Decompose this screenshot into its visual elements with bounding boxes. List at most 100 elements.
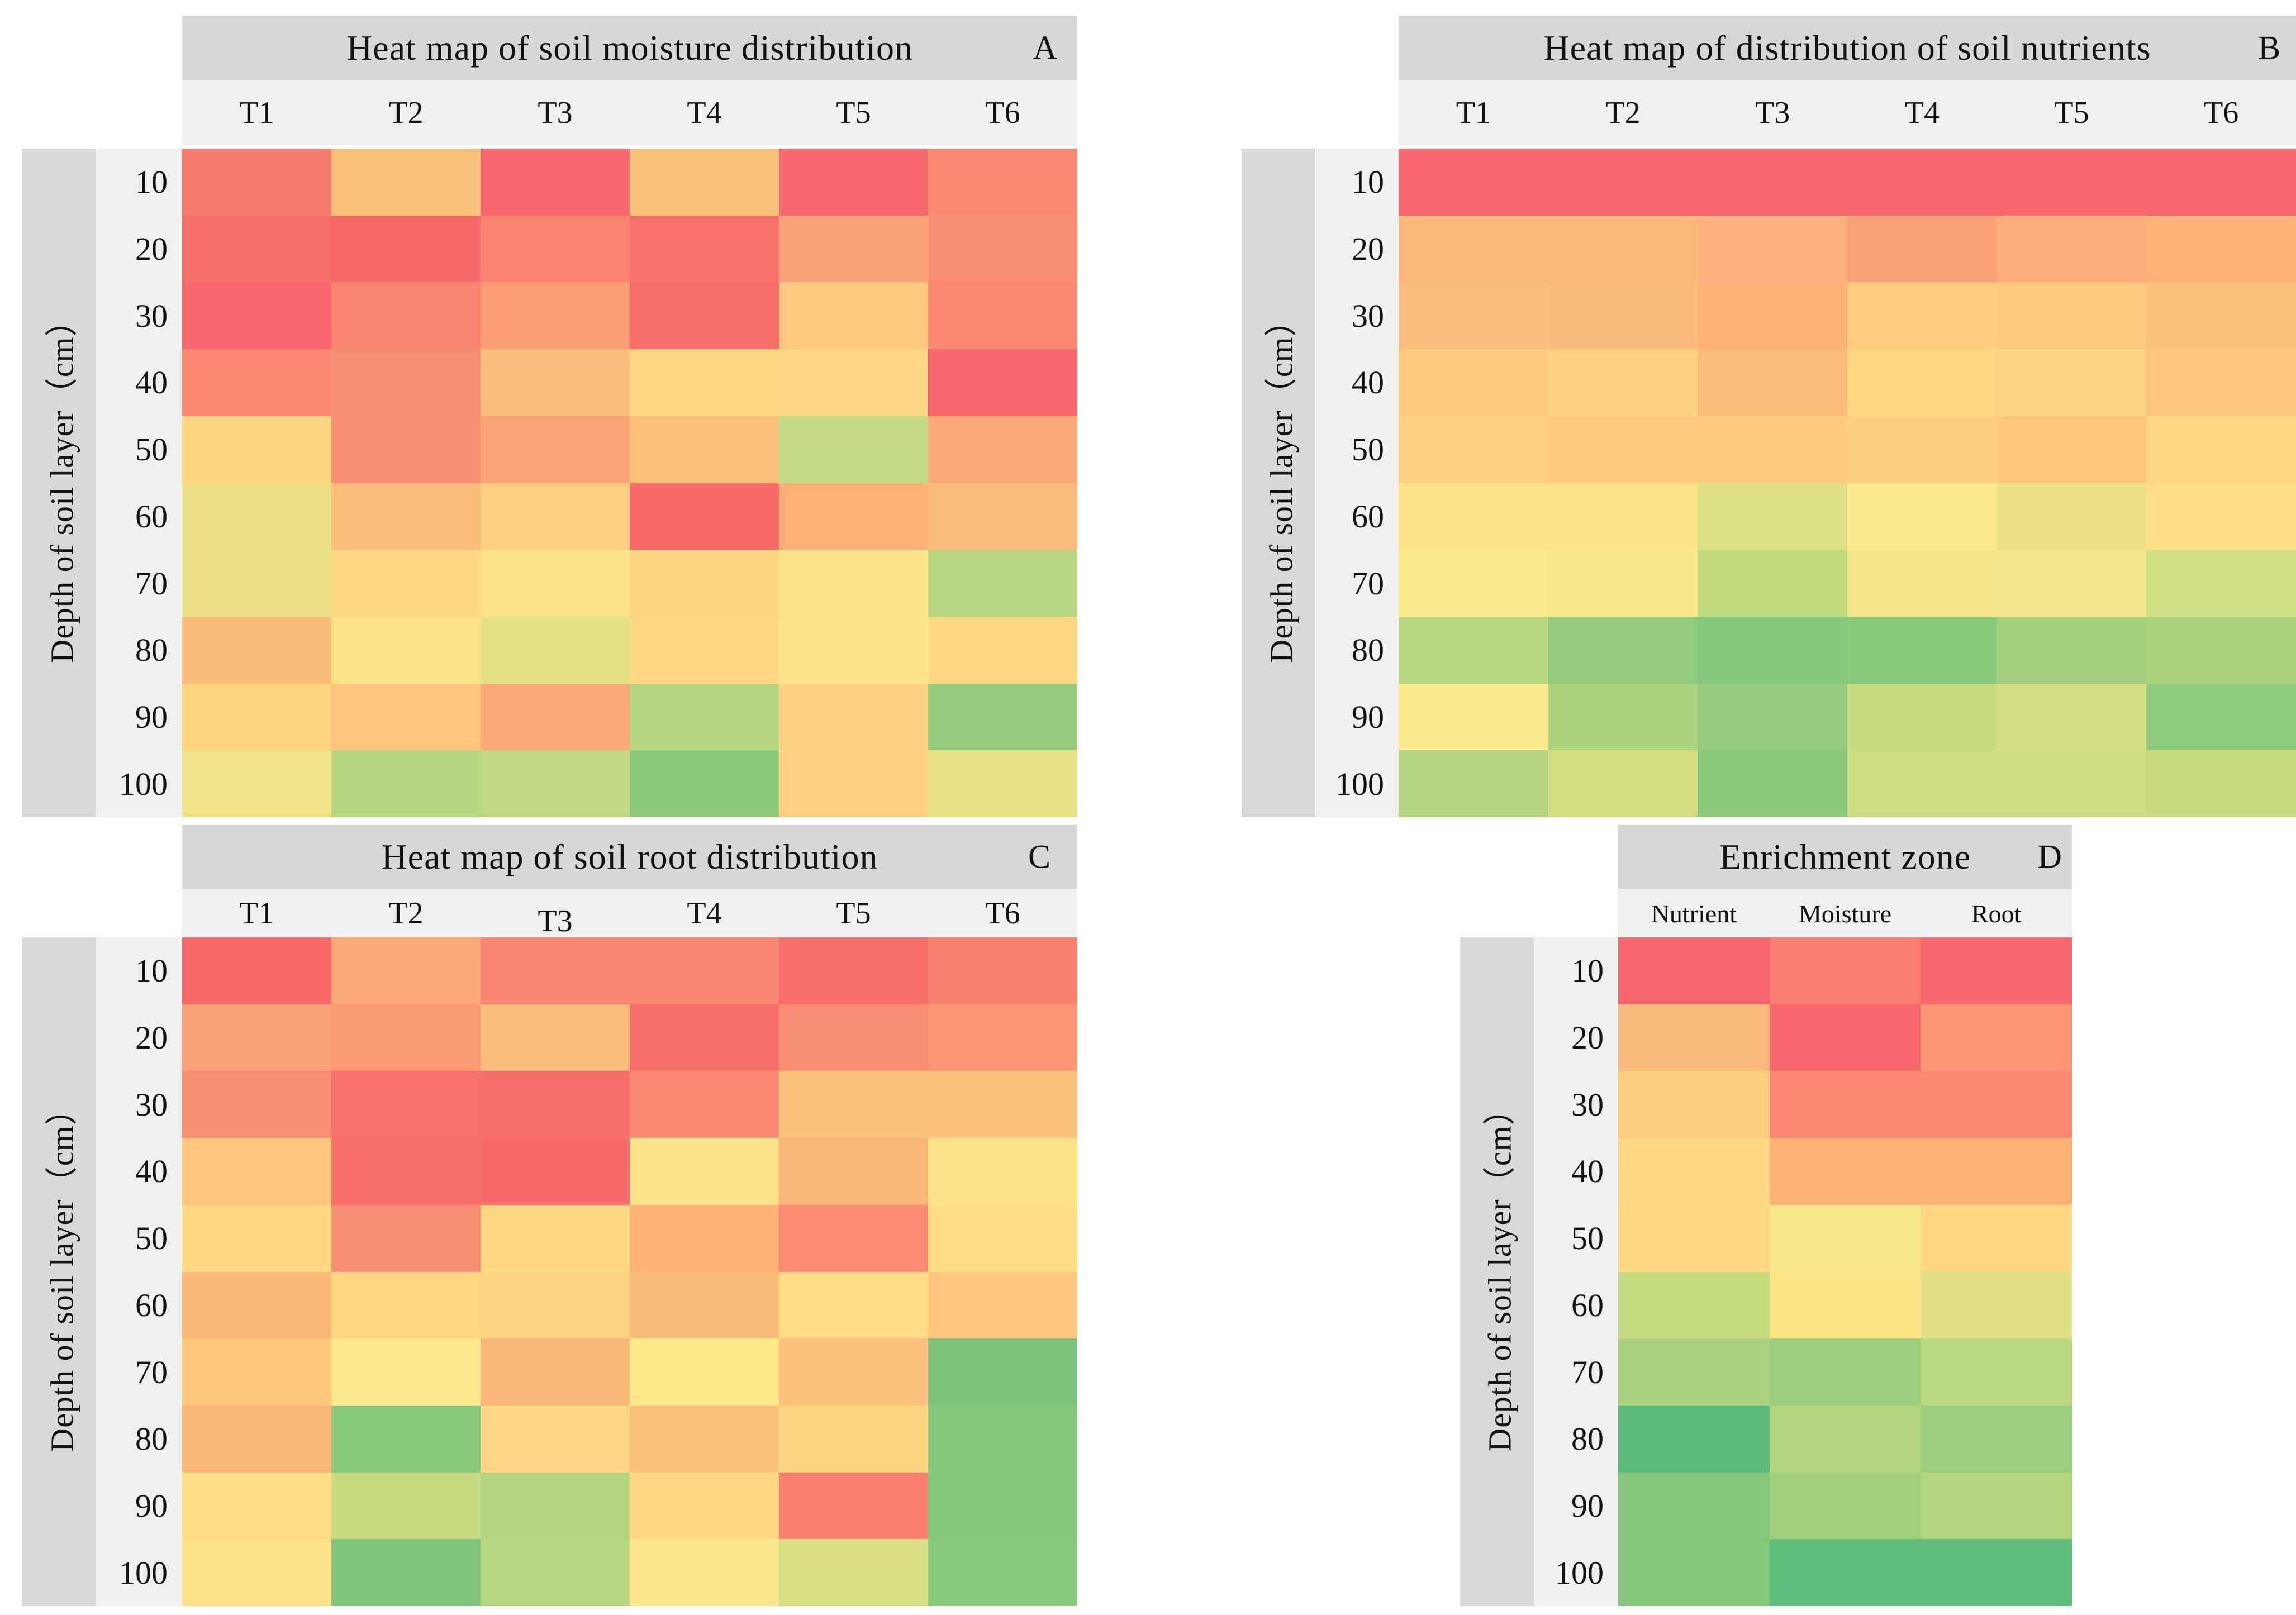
heatmap-cell [779, 416, 928, 483]
heatmap-cell [1921, 1271, 2072, 1339]
heatmap-cell [779, 1338, 928, 1406]
heatmap-cell [1996, 483, 2147, 550]
heatmap-cell [1847, 550, 1997, 617]
heatmap-cell [182, 282, 331, 350]
heatmap-cell [182, 683, 331, 751]
column-header: T3 [538, 904, 573, 938]
heatmap-cell [1618, 1071, 1770, 1138]
row-labels: 10 20 30 40 50 60 70 80 90 100 [96, 937, 182, 1606]
row-label: 60 [1352, 498, 1384, 535]
heatmap-cell [928, 1338, 1077, 1406]
row-label: 70 [1352, 565, 1384, 602]
column-header: T2 [1605, 96, 1641, 130]
column-headers: T1 T2 T3 T4 T5 T6 [182, 80, 1077, 145]
heatmap-cell [1769, 1004, 1921, 1071]
column-header: T2 [388, 96, 424, 130]
heatmap-cell [1698, 282, 1848, 350]
heatmap-cell [331, 616, 481, 684]
heatmap-cell [1399, 616, 1548, 684]
heatmap-cell [1618, 1138, 1770, 1205]
heatmap-cell [182, 483, 331, 550]
y-axis-label: Depth of soil layer（cm） [44, 1092, 80, 1452]
row-label: 40 [135, 364, 168, 401]
heatmap-cell [1921, 1539, 2072, 1607]
row-label: 70 [135, 565, 168, 602]
heatmap-cell [630, 1204, 779, 1272]
heatmap-cell [1399, 683, 1548, 751]
heatmap-cell [1996, 282, 2147, 350]
heatmap-cell [1698, 349, 1848, 416]
row-label: 30 [135, 1086, 168, 1123]
panel-title: Heat map of distribution of soil nutrien… [1543, 28, 2151, 68]
heatmap-cell [779, 1472, 928, 1540]
heatmap-cell [1769, 1204, 1921, 1272]
heatmap-cell [1996, 550, 2147, 617]
heatmap-cell [182, 937, 331, 1004]
row-label: 70 [135, 1354, 168, 1390]
heatmap-cell [1399, 483, 1548, 550]
heatmap-cell [1698, 550, 1848, 617]
heatmap-cell [1618, 1271, 1770, 1339]
heatmap-cell [1921, 1071, 2072, 1138]
row-label: 10 [1352, 164, 1384, 201]
row-labels: 10 20 30 40 50 60 70 80 90 100 [1315, 149, 1399, 817]
column-header: Nutrient [1651, 899, 1737, 928]
heatmap-cell [1399, 282, 1548, 350]
panel-letter: A [1033, 29, 1057, 66]
column-header: T4 [687, 96, 722, 130]
heatmap-cell [630, 1405, 779, 1473]
heatmap-cell [2146, 550, 2296, 617]
heatmap-cell [1698, 683, 1848, 751]
heatmap-cell [2146, 149, 2296, 216]
heatmap-cell [1618, 1539, 1770, 1607]
heatmap-cell [1698, 215, 1848, 283]
heatmap-cell [1698, 750, 1848, 818]
column-header: T3 [538, 96, 573, 130]
heatmap-cell [331, 937, 481, 1004]
heatmap-grid [1399, 149, 2296, 818]
heatmap-cell [1399, 349, 1548, 416]
panel-title: Enrichment zone [1719, 837, 1971, 876]
heatmap-cell [182, 1138, 331, 1205]
heatmap-cell [331, 1472, 481, 1540]
heatmap-cell [331, 1138, 481, 1205]
heatmap-row [1618, 1405, 2072, 1473]
heatmap-cell [2146, 215, 2296, 283]
heatmap-cell [1996, 750, 2147, 818]
heatmap-cell [928, 149, 1077, 216]
heatmap-cell [630, 937, 779, 1004]
heatmap-row [182, 1138, 1077, 1205]
heatmap-cell [1399, 149, 1548, 216]
heatmap-cell [1618, 1004, 1770, 1071]
heatmap-cell [779, 1004, 928, 1071]
heatmap-cell [1698, 149, 1848, 216]
column-header: T5 [2054, 96, 2089, 130]
row-labels: 10 20 30 40 50 60 70 80 90 100 [96, 149, 182, 817]
panel-title: Heat map of soil root distribution [381, 837, 878, 876]
heatmap-cell [928, 937, 1077, 1004]
y-axis-strip: Depth of soil layer（cm） [1460, 937, 1534, 1606]
heatmap-cell [1996, 349, 2147, 416]
heatmap-cell [630, 282, 779, 350]
row-label: 50 [135, 1220, 168, 1257]
heatmap-cell [331, 1004, 481, 1071]
heatmap-row [1399, 550, 2296, 617]
heatmap-row [1618, 1472, 2072, 1540]
column-header: T1 [239, 96, 274, 130]
heatmap-cell [1847, 483, 1997, 550]
row-labels: 10 20 30 40 50 60 70 80 90 100 [1534, 937, 1618, 1606]
heatmap-cell [928, 1271, 1077, 1339]
heatmap-row [182, 215, 1077, 283]
heatmap-cell [1996, 215, 2147, 283]
column-headers: Nutrient Moisture Root [1618, 889, 2072, 937]
heatmap-cell [331, 483, 481, 550]
heatmap-cell [1921, 1338, 2072, 1406]
heatmap-row [182, 349, 1077, 416]
heatmap-cell [1399, 750, 1548, 818]
heatmap-cell [2146, 349, 2296, 416]
heatmap-cell [481, 416, 630, 483]
heatmap-cell [331, 416, 481, 483]
panel-letter: D [2037, 838, 2062, 875]
heatmap-cell [1548, 282, 1698, 350]
heatmap-cell [481, 750, 630, 818]
